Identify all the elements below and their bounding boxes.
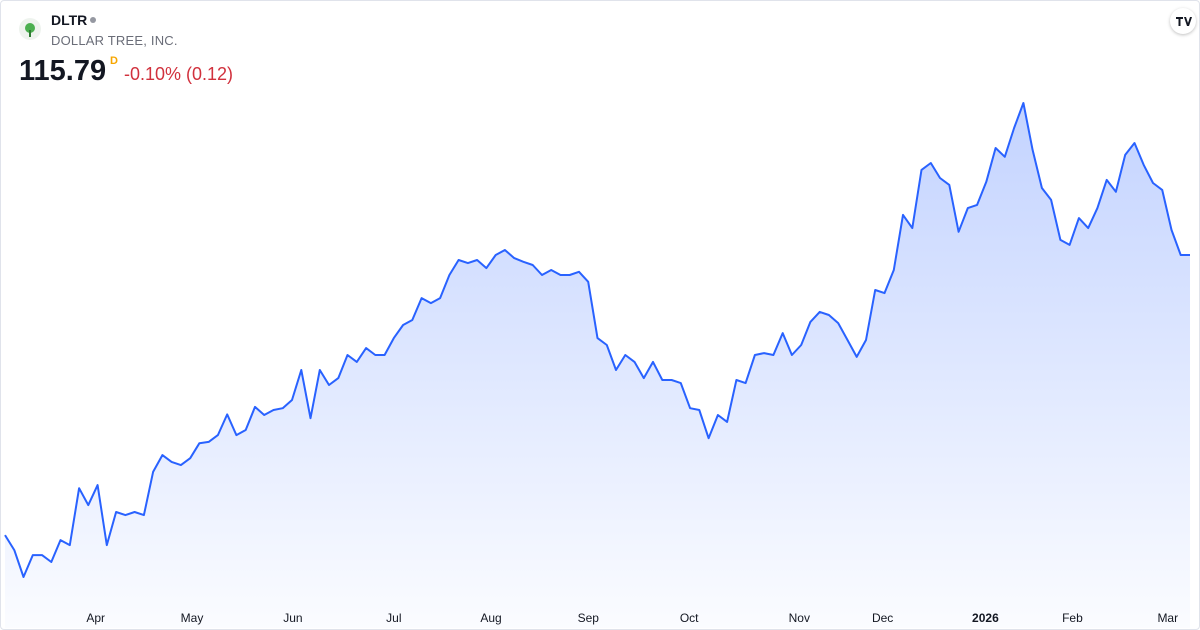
x-tick-label: Sep [578,611,600,625]
symbol: DLTR [51,12,88,28]
x-tick-label: Jun [283,611,302,625]
x-tick-label: Aug [480,611,501,625]
x-tick-label: May [181,611,204,625]
x-tick-label: Nov [789,611,810,625]
x-tick-label: Jul [386,611,401,625]
brand-icon [1176,17,1192,26]
price-change: -0.10% (0.12) [124,64,234,84]
x-tick-label: Mar [1157,611,1178,625]
interval: D [110,55,118,67]
x-tick-label: Apr [86,611,105,625]
x-tick-label: Dec [872,611,893,625]
x-tick-label: Oct [680,611,699,625]
brand-logo[interactable] [1170,8,1196,34]
logo-icon [25,23,35,37]
x-tick-label: 2026 [972,611,999,625]
area-fill [5,103,1190,628]
last-price: 115.79 [19,55,107,87]
status-dot [90,17,96,23]
price-line [4,102,1190,578]
x-tick-label: Feb [1062,611,1083,625]
company-logo [19,18,41,40]
company-name: DOLLAR TREE, INC. [51,33,178,48]
